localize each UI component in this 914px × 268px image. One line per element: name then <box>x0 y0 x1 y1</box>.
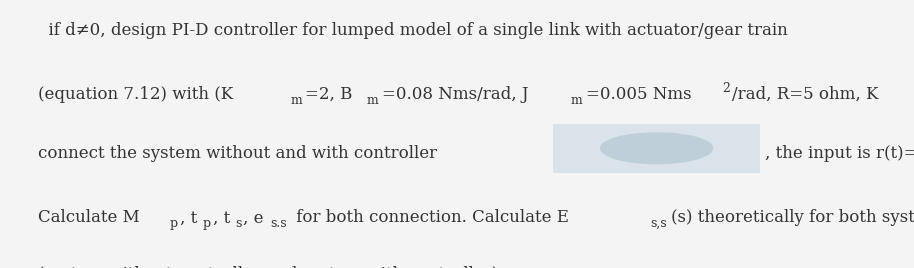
Text: , t: , t <box>213 209 230 226</box>
Text: for both connection. Calculate E: for both connection. Calculate E <box>292 209 569 226</box>
Text: =2, B: =2, B <box>305 86 353 103</box>
Text: (s) theoretically for both systems: (s) theoretically for both systems <box>672 209 914 226</box>
Text: , e: , e <box>243 209 264 226</box>
Text: =0.08 Nms/rad, J: =0.08 Nms/rad, J <box>382 86 528 103</box>
Text: p: p <box>170 217 178 230</box>
Text: , the input is r(t)=2.: , the input is r(t)=2. <box>765 145 914 162</box>
Text: s.s: s.s <box>270 217 286 230</box>
Text: if d≠0, design PI-D controller for lumped model of a single link with actuator/g: if d≠0, design PI-D controller for lumpe… <box>38 22 788 39</box>
Text: Calculate M: Calculate M <box>38 209 140 226</box>
Text: 2: 2 <box>722 82 730 95</box>
Text: s: s <box>235 217 241 230</box>
Text: (equation 7.12) with (K: (equation 7.12) with (K <box>38 86 234 103</box>
Ellipse shape <box>600 132 714 164</box>
Text: connect the system without and with controller: connect the system without and with cont… <box>38 145 438 162</box>
Text: /rad, R=5 ohm, K: /rad, R=5 ohm, K <box>732 86 879 103</box>
Bar <box>553 124 760 173</box>
Text: , t: , t <box>180 209 197 226</box>
Text: =0.005 Nms: =0.005 Nms <box>586 86 692 103</box>
Text: m: m <box>291 94 302 107</box>
Text: m: m <box>571 94 582 107</box>
Text: s,s: s,s <box>650 217 666 230</box>
Text: (system without controller and system with controller): (system without controller and system wi… <box>38 266 499 268</box>
Text: p: p <box>202 217 210 230</box>
Text: m: m <box>367 94 378 107</box>
